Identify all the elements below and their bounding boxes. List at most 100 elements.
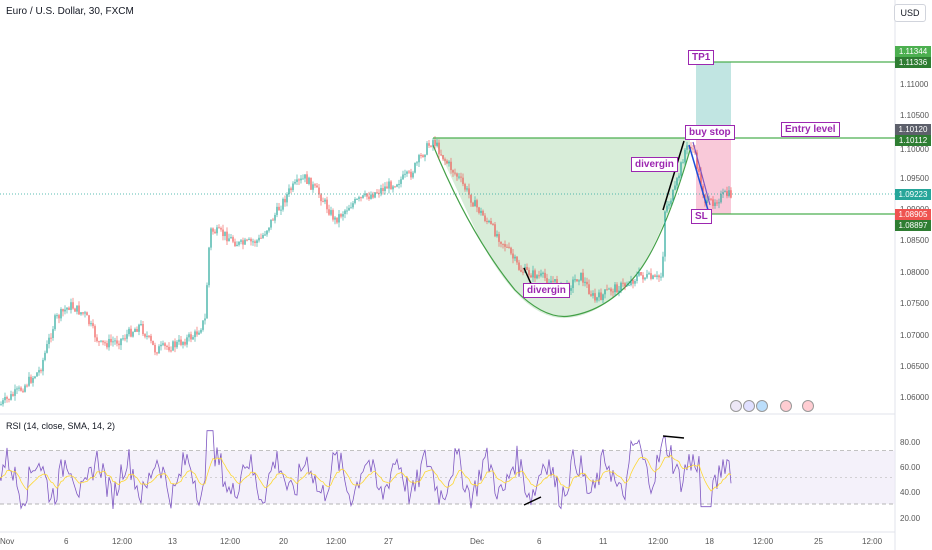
candle-body: [104, 342, 106, 344]
candle-body: [396, 184, 398, 187]
candle-body: [34, 376, 36, 379]
candle-body: [528, 269, 530, 276]
candle-body: [286, 194, 288, 203]
candle-body: [516, 256, 518, 263]
candle-body: [488, 221, 490, 223]
candle-body: [434, 140, 436, 146]
candle-body: [308, 177, 310, 184]
candle-body: [446, 160, 448, 164]
candle-body: [578, 280, 580, 282]
candle-body: [716, 202, 718, 204]
candle-body: [514, 256, 516, 259]
candle-body: [242, 240, 244, 245]
divergence-label-bottom[interactable]: divergin: [523, 283, 570, 298]
candle-body: [574, 279, 576, 281]
price-badge-entry-high: 1.10120: [895, 124, 931, 135]
candle-body: [542, 272, 544, 274]
candle-body: [410, 171, 412, 178]
divergence-label-top[interactable]: divergin: [631, 157, 678, 172]
time-tick: 12:00: [862, 537, 883, 546]
candle-body: [360, 197, 362, 199]
candle-body: [254, 241, 256, 243]
candle-body: [460, 176, 462, 178]
candle-body: [628, 285, 630, 287]
candle-body: [270, 219, 272, 228]
candle-body: [484, 215, 486, 222]
rsi-line: [0, 430, 732, 510]
price-tick: 1.08000: [900, 268, 929, 277]
candle-body: [306, 174, 308, 184]
candle-body: [102, 340, 104, 343]
candle-body: [90, 323, 92, 325]
candle-body: [390, 181, 392, 190]
candle-body: [490, 221, 492, 224]
candle-body: [8, 398, 10, 400]
candle-body: [520, 269, 522, 272]
candle-body: [18, 387, 20, 389]
candle-body: [596, 297, 598, 301]
candle-body: [172, 341, 174, 351]
candle-body: [96, 337, 98, 342]
candle-body: [194, 331, 196, 338]
candle-body: [640, 272, 642, 276]
candle-body: [222, 229, 224, 237]
euro-flag-icon[interactable]: [743, 400, 755, 412]
candle-body: [94, 326, 96, 338]
candle-body: [114, 340, 116, 342]
candle-body: [180, 339, 182, 345]
candle-body: [16, 388, 18, 390]
candle-body: [22, 390, 24, 392]
candle-body: [36, 372, 38, 377]
candle-body: [346, 210, 348, 212]
candles: [0, 136, 732, 407]
entry-level-label[interactable]: Entry level: [781, 122, 840, 137]
buy-stop-label[interactable]: buy stop: [685, 125, 735, 140]
candle-body: [438, 142, 440, 155]
candle-body: [442, 155, 444, 160]
us-flag-icon[interactable]: [780, 400, 792, 412]
candle-body: [244, 239, 246, 245]
candle-body: [162, 343, 164, 345]
candle-body: [418, 155, 420, 163]
rsi-label[interactable]: RSI (14, close, SMA, 14, 2): [6, 421, 116, 431]
candle-body: [368, 196, 370, 199]
candle-body: [230, 237, 232, 239]
candle-body: [492, 223, 494, 225]
candle-body: [80, 312, 82, 315]
candle-body: [728, 190, 730, 197]
candle-body: [722, 192, 724, 194]
candle-body: [464, 184, 466, 190]
price-badge-entry: 1.10112: [895, 135, 931, 146]
candle-body: [374, 192, 376, 198]
candle-body: [422, 155, 424, 158]
candle-body: [428, 143, 430, 146]
time-tick: 6: [537, 537, 542, 546]
candle-body: [536, 275, 538, 279]
candle-body: [314, 184, 316, 186]
globe-icon[interactable]: [756, 400, 768, 412]
sl-label[interactable]: SL: [691, 209, 712, 224]
candle-body: [634, 280, 636, 284]
candle-body: [82, 312, 84, 314]
currency-button[interactable]: USD: [894, 4, 926, 22]
candle-body: [426, 143, 428, 155]
candle-body: [608, 288, 610, 290]
candle-body: [136, 329, 138, 332]
symbol-title[interactable]: Euro / U.S. Dollar, 30, FXCM: [6, 6, 134, 17]
candle-body: [174, 341, 176, 348]
candle-body: [592, 293, 594, 296]
candle-body: [238, 241, 240, 245]
rsi-divergence-high: [662, 435, 685, 439]
candle-body: [642, 275, 644, 280]
candle-body: [264, 234, 266, 236]
candle-body: [206, 285, 208, 319]
candle-body: [226, 231, 228, 242]
candle-body: [448, 161, 450, 164]
us-flag-icon-2[interactable]: [802, 400, 814, 412]
tp1-label[interactable]: TP1: [688, 50, 715, 65]
lightning-icon[interactable]: [730, 400, 742, 412]
candle-body: [86, 312, 88, 316]
candle-body: [638, 272, 640, 276]
candle-body: [118, 343, 120, 346]
